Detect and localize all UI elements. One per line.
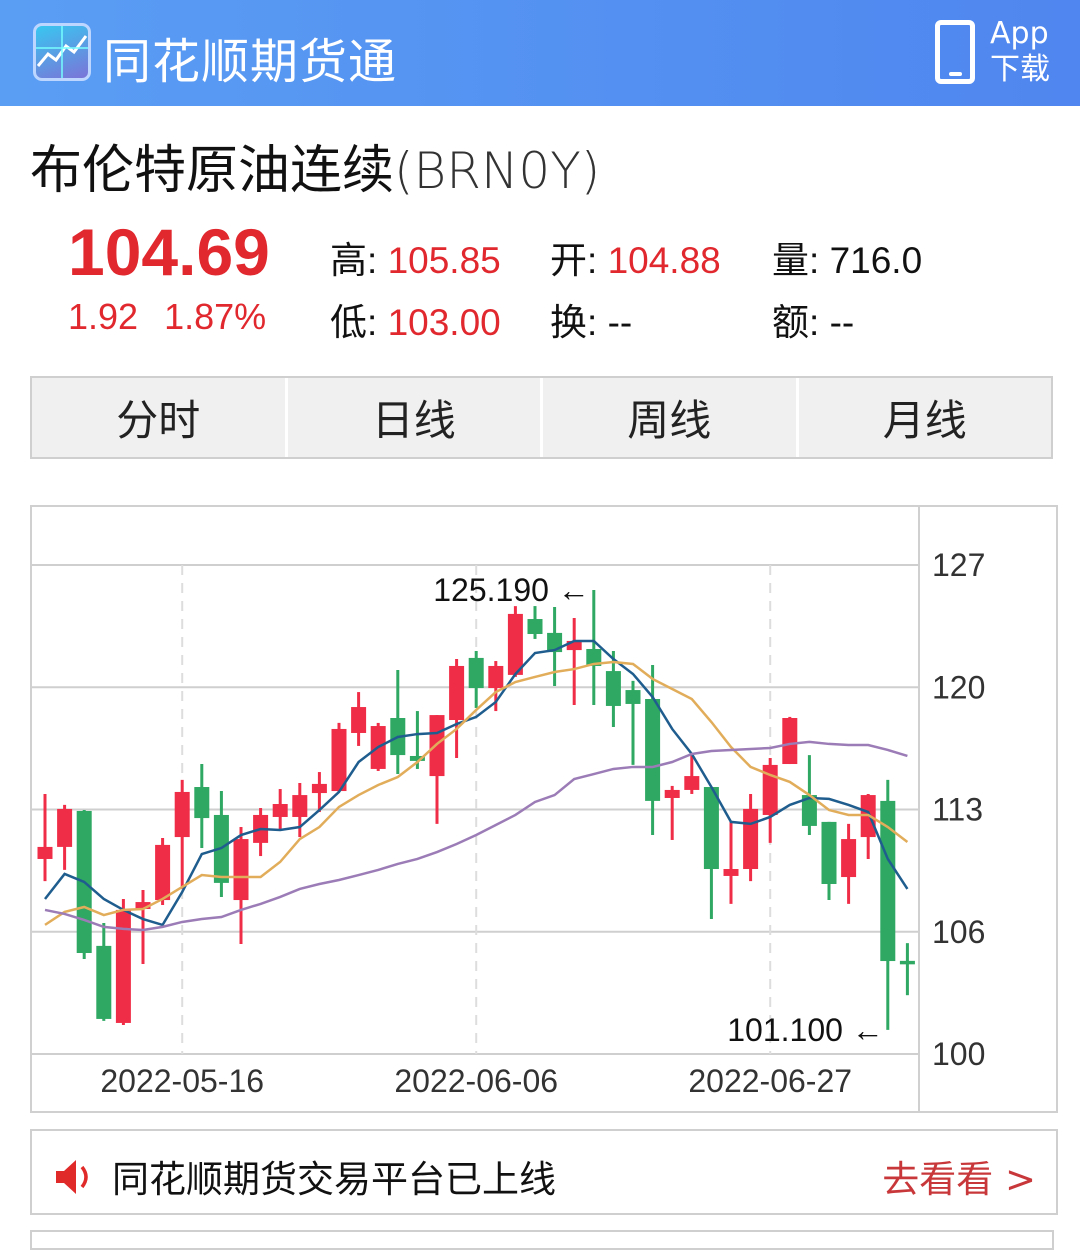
tab-intraday[interactable]: 分时 — [32, 378, 288, 457]
candle-body — [743, 808, 759, 870]
candle-body — [468, 657, 484, 689]
candle-body — [645, 699, 661, 801]
change-percent: 1.87% — [164, 296, 267, 337]
candle-body — [703, 787, 719, 870]
tab-weekly[interactable]: 周线 — [543, 378, 799, 457]
low-label: 低: — [330, 302, 378, 343]
high-stat: 高: 105.85 — [330, 230, 501, 284]
app-download-link[interactable]: App 下载 — [990, 16, 1050, 88]
amount-label: 额: — [772, 302, 820, 343]
kline-svg: 127 120 113 106 100 2022-05-16 2022-06-06 2022-… — [32, 507, 985, 1113]
phone-icon[interactable] — [935, 20, 975, 84]
x-tick-label: 2022-06-27 — [688, 1063, 852, 1099]
turnover-label: 换: — [550, 302, 598, 343]
ma-line-1 — [44, 639, 909, 927]
ma-line-2 — [44, 660, 909, 926]
low-value: 103.00 — [387, 302, 501, 343]
candle-body — [723, 869, 739, 876]
price-change: 1.92 1.87% — [68, 296, 292, 338]
download-line2: 下载 — [990, 52, 1050, 87]
volume-label: 量: — [772, 240, 820, 281]
download-line1: App — [990, 16, 1049, 51]
instrument-title: 布伦特原油连续(BRN0Y) — [30, 128, 600, 203]
kline-chart[interactable]: 127 120 113 106 100 2022-05-16 2022-06-06 2022-… — [30, 505, 1058, 1113]
candle-body — [409, 755, 425, 761]
y-tick-label: 100 — [932, 1036, 985, 1072]
high-label: 高: — [330, 240, 378, 281]
y-tick-label: 120 — [932, 669, 985, 705]
candle-body — [115, 909, 131, 1023]
candle-body — [488, 665, 504, 689]
instrument-name: 布伦特原油连续 — [30, 141, 395, 201]
x-tick-label: 2022-05-16 — [100, 1063, 264, 1099]
candle-body — [625, 690, 641, 704]
candle-body — [174, 791, 190, 838]
candle-body — [194, 787, 210, 819]
candle-body — [899, 960, 915, 965]
candle-body — [233, 839, 249, 901]
candle-body — [664, 789, 680, 798]
period-tabs: 分时 日线 周线 月线 — [30, 376, 1053, 459]
turnover-value: -- — [607, 302, 633, 343]
open-value: 104.88 — [607, 240, 721, 281]
candle-body — [311, 783, 327, 794]
low-stat: 低: 103.00 — [330, 292, 501, 346]
candle-body — [449, 665, 465, 721]
candle-body — [351, 707, 367, 733]
candle-body — [272, 804, 288, 817]
y-tick-label: 113 — [932, 792, 983, 828]
notice-banner[interactable]: 同花顺期货交易平台已上线 去看看 > — [30, 1129, 1058, 1215]
amount-value: -- — [829, 302, 855, 343]
chart-logo-icon[interactable] — [33, 23, 91, 81]
turnover-stat: 换: -- — [550, 292, 632, 346]
y-tick-label: 127 — [932, 547, 985, 583]
candle-body — [507, 613, 523, 675]
amount-stat: 额: -- — [772, 292, 854, 346]
extreme-annotation: 101.100 ← — [727, 1012, 884, 1048]
app-header: 同花顺期货通 App 下载 — [0, 0, 1080, 106]
extreme-annotation: 125.190 ← — [433, 572, 590, 608]
tab-daily[interactable]: 日线 — [288, 378, 543, 457]
candle-body — [57, 808, 73, 847]
ma-line-3 — [44, 740, 908, 932]
candle-body — [331, 728, 347, 792]
candle-body — [292, 795, 308, 817]
candle-body — [135, 902, 151, 910]
candle-body — [801, 795, 817, 826]
app-name[interactable]: 同花顺期货通 — [103, 34, 398, 90]
candle-body — [605, 671, 621, 706]
open-label: 开: — [550, 240, 598, 281]
notice-text: 同花顺期货交易平台已上线 — [112, 1158, 556, 1201]
last-price: 104.69 — [68, 215, 270, 289]
candle-body — [527, 619, 543, 635]
open-stat: 开: 104.88 — [550, 230, 721, 284]
speaker-icon — [56, 1160, 88, 1194]
x-tick-label: 2022-06-06 — [394, 1063, 558, 1099]
candle-body — [155, 844, 171, 901]
instrument-code: (BRN0Y) — [394, 142, 601, 200]
high-value: 105.85 — [387, 240, 501, 281]
candle-body — [841, 839, 857, 878]
y-tick-label: 106 — [932, 914, 985, 950]
notice-link[interactable]: 去看看 > — [882, 1158, 1036, 1201]
candle-body — [37, 846, 53, 859]
tab-monthly[interactable]: 月线 — [882, 396, 967, 445]
candle-body — [96, 945, 112, 1019]
candle-body — [880, 800, 896, 962]
candle-body — [684, 776, 700, 790]
candle-body — [821, 821, 837, 884]
next-card — [30, 1230, 1054, 1250]
candle-body — [566, 640, 582, 651]
candle-body — [782, 718, 798, 765]
change-value: 1.92 — [68, 296, 139, 337]
volume-value: 716.0 — [829, 240, 923, 281]
volume-stat: 量: 716.0 — [772, 230, 922, 284]
candle-body — [586, 648, 602, 666]
